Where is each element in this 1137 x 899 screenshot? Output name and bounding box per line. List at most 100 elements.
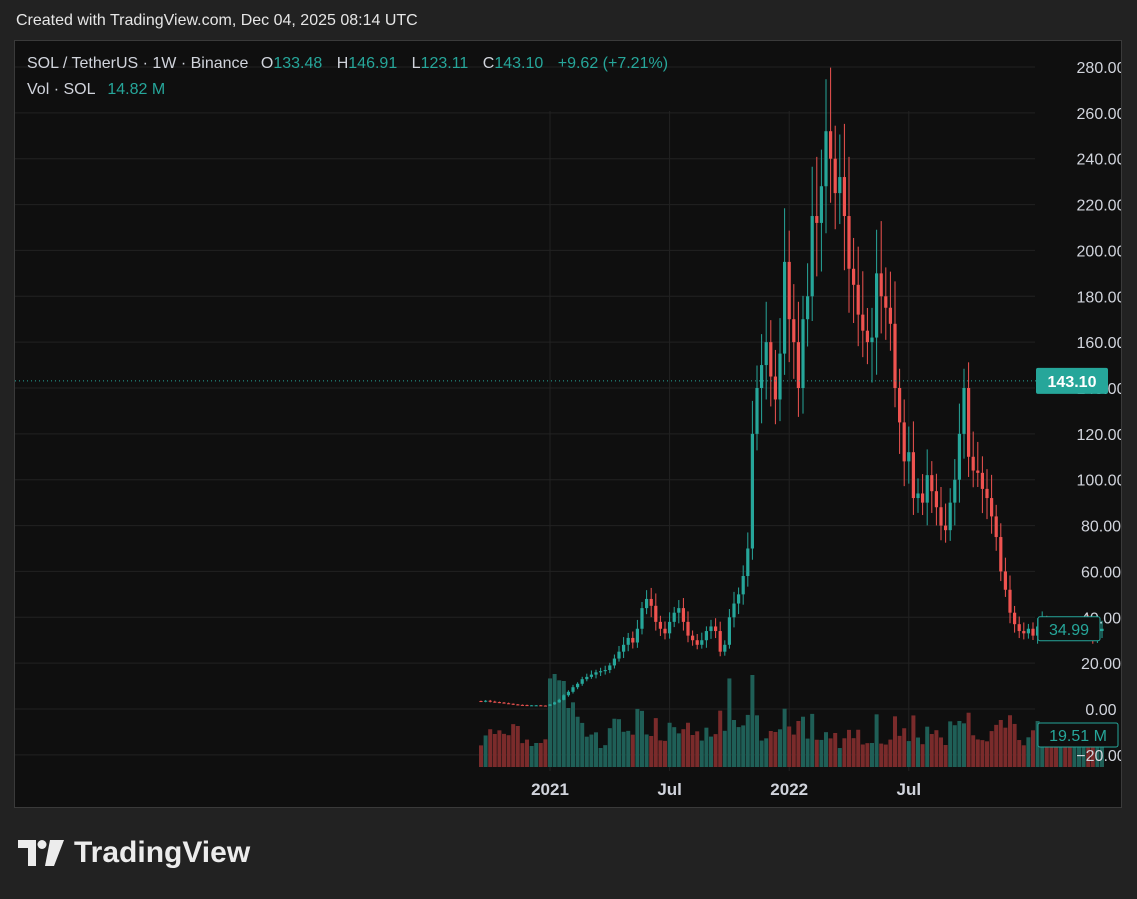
volume-bar — [667, 722, 672, 767]
volume-bar — [492, 734, 497, 767]
volume-bar — [571, 702, 575, 767]
volume-bar — [879, 743, 884, 767]
y-tick-label: 240.00 — [1077, 152, 1121, 169]
candle-body — [861, 314, 865, 331]
volume-bar — [732, 720, 736, 767]
candle-body — [1008, 589, 1012, 613]
volume-bar — [644, 734, 649, 767]
volume-bar — [828, 738, 833, 767]
candle-body — [654, 605, 658, 622]
chart-panel[interactable]: 280.00 260.00 240.00 220.00 200.00 180.00 160.… — [14, 40, 1122, 808]
volume-bar — [883, 744, 888, 767]
volume-bar — [520, 743, 525, 767]
candle-body — [1031, 628, 1035, 636]
volume-bar — [865, 743, 870, 767]
candle-body — [576, 683, 580, 688]
volume-bar — [962, 723, 966, 767]
candle-body — [856, 284, 860, 315]
volume-bar — [842, 738, 847, 767]
candle-body — [626, 637, 630, 645]
volume-bar — [745, 714, 750, 767]
y-tick-label: 80.00 — [1081, 519, 1121, 536]
candle-body — [829, 131, 833, 159]
volume-bar — [791, 734, 796, 767]
volume-legend: Vol · SOL 14.82 M — [27, 81, 165, 99]
volume-bar — [603, 745, 608, 767]
volume-bar — [529, 746, 534, 767]
candle-body — [484, 700, 488, 702]
volume-bar — [621, 731, 626, 767]
candle-body — [962, 388, 966, 434]
candle-body — [911, 452, 915, 499]
candle-body — [902, 422, 906, 462]
volume-bar — [985, 741, 989, 767]
volume-bar — [1077, 743, 1081, 767]
volume-bar — [902, 728, 907, 767]
volume-bar — [994, 724, 999, 767]
symbol-name[interactable]: SOL / TetherUS · 1W · Binance — [27, 55, 249, 72]
volume-bar — [966, 712, 971, 767]
candle-body — [976, 470, 980, 473]
candle-body — [645, 598, 649, 609]
volume-bar — [548, 678, 552, 767]
candle-body — [792, 319, 796, 343]
candle-body — [700, 640, 704, 645]
candle-body — [842, 177, 846, 217]
candle-body — [612, 658, 616, 666]
volume-legend-label[interactable]: Vol · SOL — [27, 81, 95, 98]
candle-body — [543, 705, 547, 707]
volume-bar — [1081, 745, 1086, 767]
volume-bar — [607, 728, 612, 767]
candle-body — [755, 388, 759, 434]
candle-body — [718, 631, 722, 652]
volume-bar — [506, 735, 511, 767]
candle-body — [557, 699, 561, 703]
price-chart[interactable]: 280.00 260.00 240.00 220.00 200.00 180.00 160.… — [15, 41, 1121, 807]
volume-bar — [856, 729, 861, 767]
volume-bar — [1067, 741, 1072, 767]
volume-bar — [612, 718, 617, 767]
volume-bar — [1026, 737, 1031, 767]
volume-bar — [860, 744, 865, 767]
y-tick-label: −20.00 — [1076, 748, 1121, 765]
volume-bar — [939, 737, 943, 767]
candle-body — [677, 608, 681, 613]
volume-bar — [1044, 739, 1049, 767]
volume-bar — [934, 730, 939, 767]
volume-bar — [957, 721, 962, 767]
candle-body — [888, 307, 892, 324]
price-label: 143.10 — [1048, 374, 1097, 391]
volume-label-box — [1037, 722, 1119, 748]
candle-body — [1003, 571, 1007, 590]
candle-body — [732, 603, 736, 618]
candle-body — [520, 704, 524, 706]
y-tick-label: 100.00 — [1077, 473, 1121, 490]
volume-bar — [575, 716, 580, 767]
volume-bar — [690, 735, 695, 767]
volume-bar — [778, 729, 782, 767]
volume-bar — [598, 748, 603, 767]
volume-bar — [814, 739, 819, 767]
volume-legend-value: 14.82 M — [107, 81, 166, 98]
y-tick-label: 280.00 — [1077, 60, 1121, 77]
candle-body — [884, 296, 888, 308]
volume-bar — [971, 735, 976, 767]
tradingview-logo[interactable]: TradingView — [18, 836, 250, 870]
volume-bar — [1008, 715, 1012, 767]
volume-bar — [755, 715, 759, 767]
candle-body — [847, 216, 851, 269]
volume-bar — [948, 721, 953, 767]
secondary-price-label: 34.99 — [1049, 622, 1089, 639]
volume-bar — [989, 731, 994, 767]
volume-bar — [686, 722, 690, 767]
volume-bar — [488, 729, 493, 767]
candle-body — [773, 376, 777, 400]
volume-bar — [515, 726, 520, 767]
candle-body — [1013, 612, 1017, 625]
candle-body — [907, 452, 911, 462]
candle-body — [608, 665, 612, 671]
volume-bar — [833, 733, 838, 767]
volume-bar — [824, 732, 828, 767]
candle-body — [930, 475, 934, 492]
candle-body — [516, 704, 520, 706]
